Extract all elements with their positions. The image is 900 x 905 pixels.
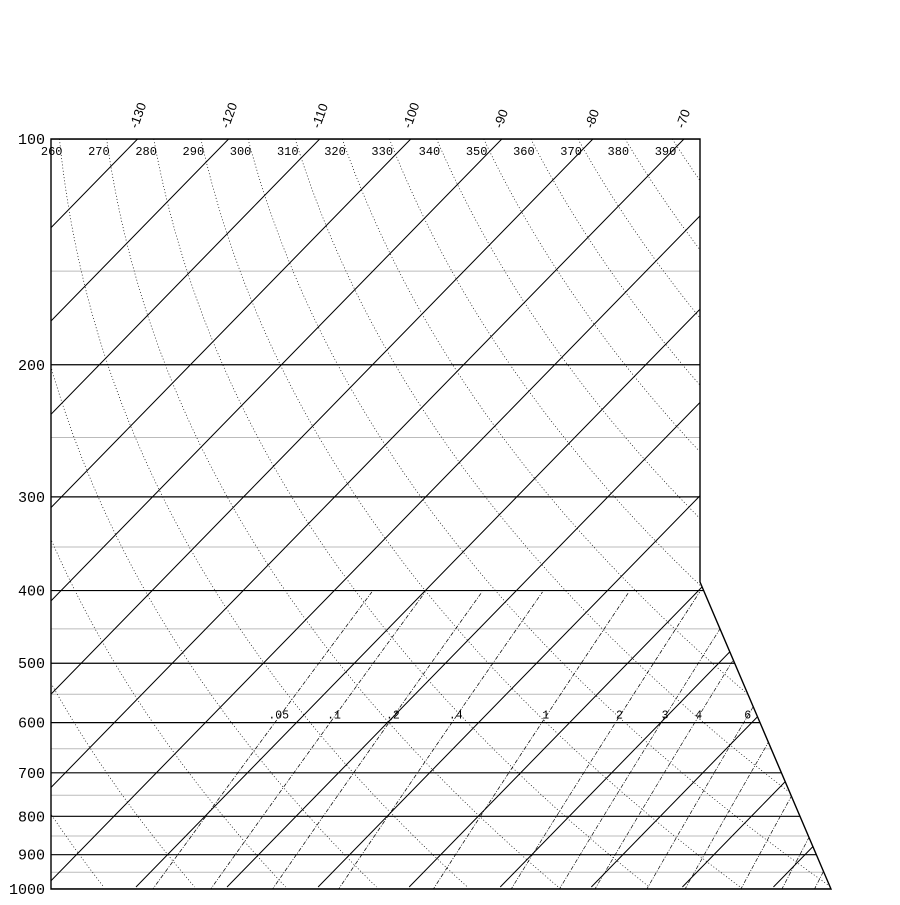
svg-text:290: 290 bbox=[183, 145, 205, 159]
svg-text:700: 700 bbox=[18, 766, 45, 783]
svg-text:6: 6 bbox=[744, 710, 751, 723]
svg-text:1: 1 bbox=[542, 710, 549, 723]
svg-text:800: 800 bbox=[18, 809, 45, 826]
svg-text:900: 900 bbox=[18, 848, 45, 865]
svg-text:4: 4 bbox=[695, 710, 702, 723]
svg-text:360: 360 bbox=[513, 145, 535, 159]
svg-text:380: 380 bbox=[608, 145, 630, 159]
svg-text:330: 330 bbox=[371, 145, 393, 159]
svg-text:300: 300 bbox=[18, 490, 45, 507]
svg-text:600: 600 bbox=[18, 716, 45, 733]
svg-text:2: 2 bbox=[616, 710, 623, 723]
svg-text:280: 280 bbox=[135, 145, 157, 159]
svg-text:390: 390 bbox=[655, 145, 677, 159]
svg-text:1000: 1000 bbox=[9, 882, 45, 899]
svg-text:340: 340 bbox=[419, 145, 441, 159]
svg-text:310: 310 bbox=[277, 145, 299, 159]
svg-text:370: 370 bbox=[560, 145, 582, 159]
svg-text:320: 320 bbox=[324, 145, 346, 159]
svg-text:.05: .05 bbox=[268, 710, 289, 723]
svg-text:270: 270 bbox=[88, 145, 110, 159]
svg-text:.4: .4 bbox=[449, 710, 463, 723]
svg-text:3: 3 bbox=[662, 710, 669, 723]
svg-text:500: 500 bbox=[18, 656, 45, 673]
svg-text:.2: .2 bbox=[386, 710, 400, 723]
svg-text:200: 200 bbox=[18, 358, 45, 375]
svg-text:350: 350 bbox=[466, 145, 488, 159]
svg-text:400: 400 bbox=[18, 584, 45, 601]
svg-text:100: 100 bbox=[18, 132, 45, 149]
svg-text:.1: .1 bbox=[327, 710, 341, 723]
svg-text:300: 300 bbox=[230, 145, 252, 159]
